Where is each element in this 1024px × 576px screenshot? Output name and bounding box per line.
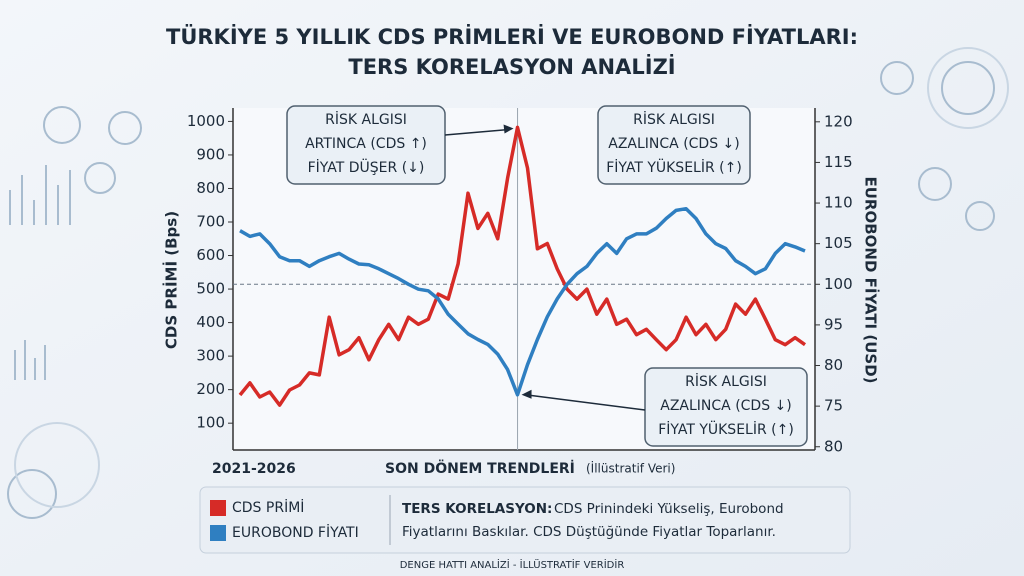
y2-tick-label: 80 [824,437,843,455]
legend-box [199,486,851,554]
note-text: CDS Prinindeki Yükseliş, Eurobond [554,501,784,517]
period-label: 2021-2026 [212,461,296,477]
annotation-text: RİSK ALGISI [685,372,767,390]
footer: DENGE HATTI ANALİZİ - İLLÜSTRATİF VERİDİ… [400,558,625,571]
y-tick-label: 600 [196,246,225,264]
annotation-boxes [286,105,808,447]
y-axis-title: CDS PRİMİ (Bps) [162,211,181,349]
annotation-text: AZALINCA (CDS ↓) [660,398,792,414]
annotation-text: AZALINCA (CDS ↓) [608,136,740,152]
y2-tick-label: 120 [824,112,853,130]
y-tick-label: 700 [196,213,225,231]
y2-tick-label: 100 [824,275,853,293]
annotation-text: RİSK ALGISI [325,110,407,128]
chart-title: TÜRKİYE 5 YILLIK CDS PRİMLERİ VE EUROBON… [166,24,858,49]
y-tick-label: 800 [196,179,225,197]
annotation-text: FİYAT YÜKSELİR (↑) [658,420,794,438]
x-axis-note: (İllüstratif Veri) [586,461,675,476]
annotation-arrow [525,394,646,411]
legend-label: CDS PRİMİ [232,498,304,516]
y-tick-label: 300 [196,347,225,365]
annotation-text: ARTINCA (CDS ↑) [305,136,427,152]
y2-tick-label: 105 [824,234,853,252]
y-tick-label: 400 [196,313,225,331]
y2-tick-label: 75 [824,397,843,415]
x-axis-title: SON DÖNEM TRENDLERİ [385,459,575,477]
series-line [238,125,807,407]
y2-tick-label: 110 [824,194,853,212]
y-tick-label: 1000 [187,112,225,130]
y-tick-label: 100 [196,414,225,432]
y-tick-label: 200 [196,380,225,398]
legend-swatch [210,525,226,541]
series-line [239,206,806,397]
chart-title: TERS KORELASYON ANALİZİ [348,54,675,79]
annotation-arrow [444,128,510,136]
legend-swatch [210,500,226,516]
annotation-text: FİYAT DÜŞER (↓) [308,158,425,176]
note-title: TERS KORELASYON: [402,501,552,517]
y-tick-label: 500 [196,280,225,298]
decoration [7,47,1009,519]
note-text: Fiyatlarını Baskılar. CDS Düştüğünde Fiy… [402,524,776,540]
legend-label: EUROBOND FİYATI [232,523,359,541]
annotation-arrowhead [503,124,514,134]
annotation-arrowhead [521,389,532,399]
y2-tick-label: 115 [824,153,853,171]
annotation-text: RİSK ALGISI [633,110,715,128]
annotation-text: FİYAT YÜKSELİR (↑) [606,158,742,176]
y2-tick-label: 80 [824,356,843,374]
y-tick-label: 900 [196,145,225,163]
y2-axis-title: EUROBOND FİYATI (USD) [862,176,881,383]
y2-tick-label: 95 [824,315,843,333]
